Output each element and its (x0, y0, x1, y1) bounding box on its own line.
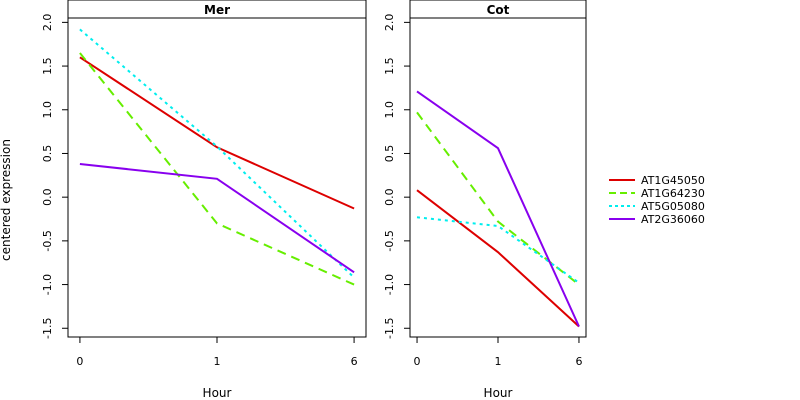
x-tick-label: 6 (575, 355, 582, 368)
y-tick-label: -0.5 (383, 230, 396, 251)
series-line-at5g05080 (416, 216, 580, 284)
y-tick-label: 1.5 (383, 57, 396, 75)
series-line-at1g45050 (79, 56, 355, 210)
x-axis-title: Hour (203, 386, 232, 400)
y-axis-title: centered expression (0, 139, 13, 261)
legend-label: AT1G64230 (641, 187, 705, 200)
y-tick-label: 0.0 (41, 188, 54, 206)
x-tick-label: 0 (76, 355, 83, 368)
y-tick-label: -1.5 (383, 318, 396, 339)
y-tick-label: 0.5 (383, 145, 396, 163)
x-tick-label: 6 (351, 355, 358, 368)
series-line-at1g64230 (79, 52, 355, 286)
x-tick-label: 1 (214, 355, 221, 368)
y-tick-label: 1.5 (41, 57, 54, 75)
y-tick-label: 1.0 (41, 101, 54, 119)
y-tick-label: 0.5 (41, 145, 54, 163)
series-line-at2g36060 (79, 163, 355, 274)
panel-title: Mer (204, 3, 230, 17)
series-line-at2g36060 (416, 90, 580, 327)
y-tick-label: -1.0 (383, 274, 396, 295)
legend-label: AT5G05080 (641, 200, 705, 213)
x-tick-label: 0 (414, 355, 421, 368)
plot-frame (409, 17, 587, 338)
panel-cot: Cot -1.5 -1.0 -0.5 0.0 0.5 1.0 1.5 2.0 0 1 6 Hour (383, 0, 587, 400)
y-tick-label: 0.0 (383, 188, 396, 206)
x-tick-label: 1 (495, 355, 502, 368)
legend-label: AT1G45050 (641, 174, 705, 187)
y-tick-label: 2.0 (383, 14, 396, 32)
y-tick-label: -0.5 (41, 230, 54, 251)
y-tick-label: -1.0 (41, 274, 54, 295)
panel-mer: Mer -1.5 -1.0 -0.5 0.0 0.5 1.0 1.5 2.0 0 1 6 Hour (41, 0, 367, 400)
panel-title: Cot (487, 3, 510, 17)
plot-frame (67, 17, 367, 338)
y-tick-label: -1.5 (41, 318, 54, 339)
y-tick-label: 1.0 (383, 101, 396, 119)
y-tick-label: 2.0 (41, 14, 54, 32)
series-line-at1g45050 (416, 189, 580, 328)
series-line-at1g64230 (416, 111, 580, 286)
chart-panels: Mer-1.5-1.0-0.50.00.51.01.52.00 1 6HourCot… (41, 0, 587, 400)
x-axis-title: Hour (484, 386, 513, 400)
legend-label: AT2G36060 (641, 213, 705, 226)
series-line-at5g05080 (79, 28, 355, 279)
